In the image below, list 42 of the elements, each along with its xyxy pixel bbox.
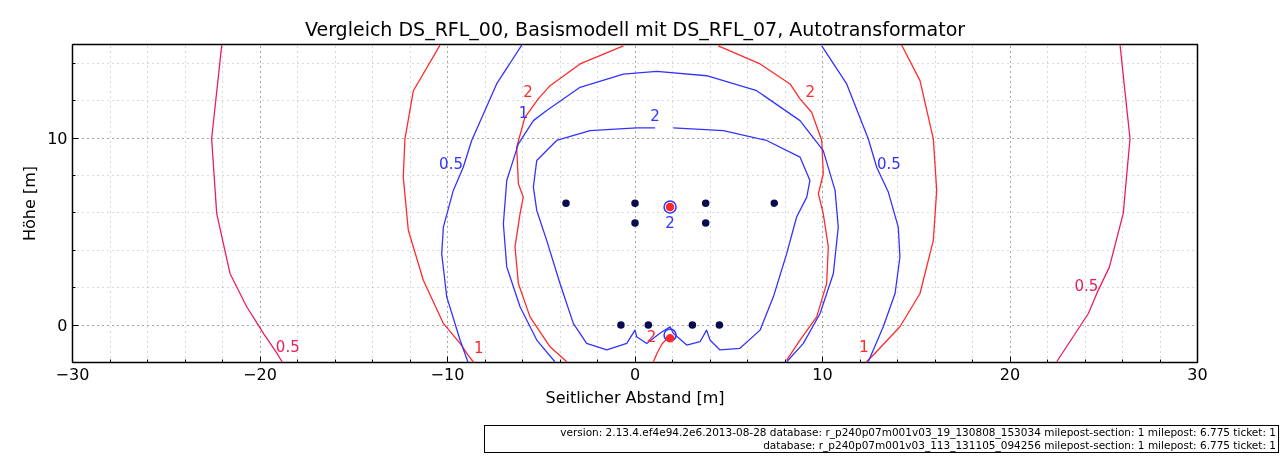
point (701, 219, 710, 227)
x-tick-label: −20 (243, 364, 277, 384)
line-series (402, 44, 475, 363)
line-series (717, 45, 829, 361)
y-axis-title: Höhe [m] (20, 166, 40, 241)
line-series (514, 45, 625, 363)
x-tick-label: −30 (55, 364, 90, 384)
point (688, 321, 697, 329)
x-tick-label: −10 (430, 364, 465, 384)
line-series (502, 70, 839, 363)
point (562, 199, 570, 207)
annotation: 0.5 (1074, 276, 1099, 295)
point (631, 219, 639, 227)
x-tick-label: 30 (1187, 364, 1208, 384)
line-series (821, 45, 901, 363)
point (631, 199, 639, 207)
annotation: 1 (518, 104, 529, 123)
text: version: 2.13.4.ef4e94.2e6.2013-08-28 database: r_p240p07m001v03_19_130808_153034 milepost-section: 1 milepost: 6.775 ticket: 1 (560, 426, 1276, 438)
point (701, 199, 710, 207)
point (617, 321, 625, 329)
point (644, 321, 653, 329)
x-tick-label: 20 (999, 364, 1021, 384)
annotation: 1 (859, 338, 869, 357)
annotation: 1 (473, 339, 484, 358)
point (770, 199, 779, 207)
x-tick-label: 0 (629, 364, 641, 384)
x-axis-title: Seitlicher Abstand [m] (545, 387, 725, 407)
point (663, 328, 677, 342)
chart-title: Vergleich DS_RFL_00, Basismodell mit DS_RFL_07, Autotransformator (304, 17, 966, 41)
annotation: 2 (665, 214, 675, 233)
text: database: r_p240p07m001v03_113_131105_094256 milepost-section: 1 milepost: 6.775 ticket: 1 (763, 439, 1276, 452)
x-tick-label: 10 (812, 364, 833, 384)
point (715, 321, 724, 329)
annotation: 2 (805, 83, 816, 102)
annotation: 0.5 (275, 338, 300, 357)
annotation: 0.5 (439, 154, 463, 173)
annotation: 2 (650, 106, 660, 125)
point (665, 334, 675, 343)
annotation: 2 (523, 82, 533, 101)
annotation: 0.5 (876, 154, 901, 173)
line-series (1056, 44, 1131, 363)
line-series (532, 127, 811, 351)
